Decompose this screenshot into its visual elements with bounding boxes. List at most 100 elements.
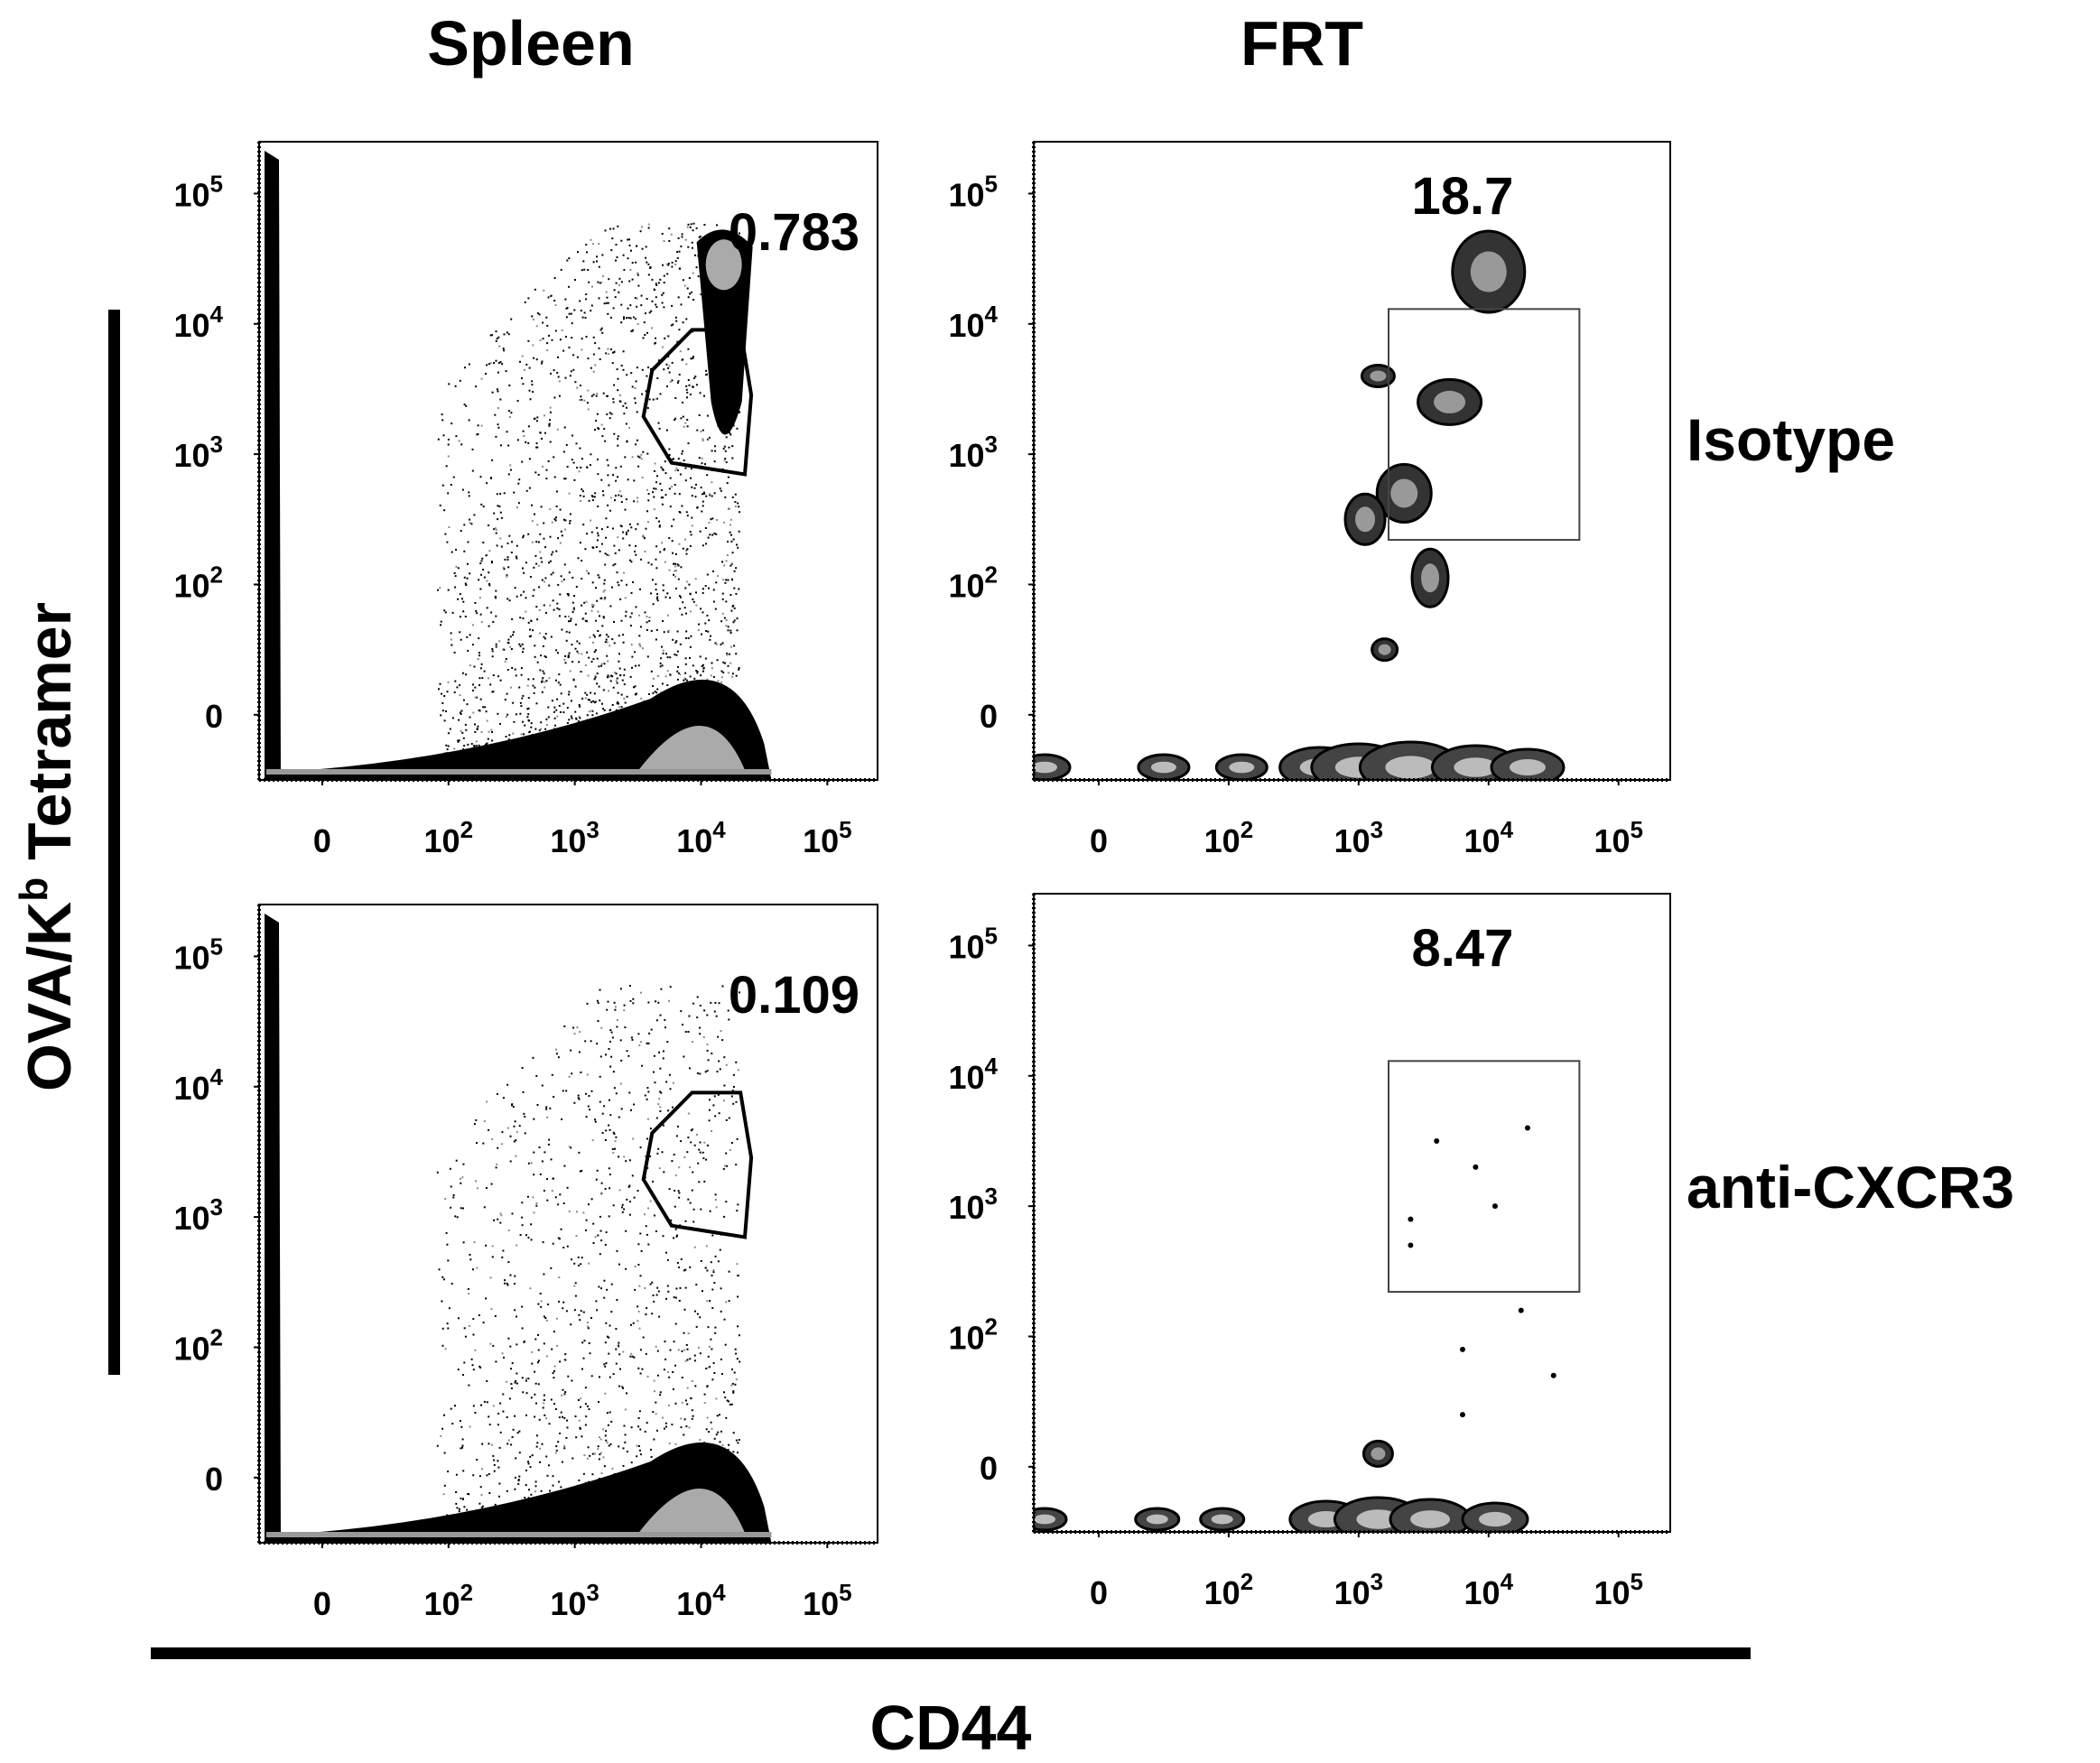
event-point [454, 575, 457, 578]
density-main-population [268, 679, 772, 780]
event-point [608, 484, 610, 487]
event-point [674, 641, 677, 644]
event-point [688, 583, 691, 586]
event-point [656, 1350, 659, 1352]
event-point [623, 674, 626, 677]
event-point [564, 654, 567, 657]
event-point [580, 466, 582, 469]
event-point [520, 733, 523, 736]
event-point [490, 561, 493, 564]
event-point [681, 233, 683, 236]
event-point [566, 707, 569, 710]
event-point [727, 1009, 729, 1012]
event-point [609, 709, 611, 711]
event-point [684, 672, 687, 674]
event-point [553, 710, 555, 713]
event-point [584, 548, 587, 551]
event-point [626, 317, 627, 320]
event-point [450, 1185, 452, 1188]
event-point [562, 1202, 565, 1204]
event-point [739, 232, 740, 235]
event-point [689, 394, 692, 395]
event-point [590, 519, 592, 522]
event-point [692, 1128, 693, 1131]
event-point [500, 516, 503, 519]
event-point [588, 1408, 590, 1411]
event-point [578, 642, 581, 645]
event-point [664, 1358, 667, 1360]
event-point [469, 522, 471, 524]
event-point [692, 357, 694, 359]
event-point [733, 1086, 735, 1088]
event-point [481, 557, 484, 560]
event-point [677, 380, 680, 383]
event-point [560, 692, 562, 695]
event-point [523, 733, 525, 736]
event-point [706, 474, 709, 477]
event-point [525, 610, 527, 613]
event-point [694, 254, 696, 256]
event-point [676, 469, 679, 471]
event-point [626, 440, 628, 442]
event-point [664, 1427, 665, 1430]
event-point [609, 412, 611, 414]
event-point [497, 712, 499, 715]
event-point [653, 508, 655, 511]
event-point [634, 651, 637, 654]
event-point [696, 429, 699, 431]
event-point [571, 1258, 572, 1261]
event-point [659, 1394, 662, 1396]
event-point [622, 1464, 625, 1467]
event-point [606, 413, 609, 415]
event-point [646, 655, 649, 658]
event-point [667, 264, 670, 266]
event-point [609, 1114, 612, 1117]
event-point [590, 1317, 592, 1319]
event-point [713, 1010, 716, 1013]
event-point [555, 550, 558, 552]
event-point [612, 1373, 615, 1376]
event-point [646, 331, 648, 334]
tick-base: 0 [313, 822, 331, 859]
event-point [542, 1406, 544, 1409]
event-point [660, 988, 663, 990]
event-point [680, 1417, 683, 1420]
event-point [608, 1352, 610, 1355]
event-point [665, 363, 668, 366]
event-point [640, 304, 643, 307]
event-point [533, 1211, 535, 1214]
event-point [571, 1457, 574, 1460]
event-point [631, 1038, 634, 1041]
event-point [552, 1475, 554, 1478]
event-point [555, 709, 558, 711]
event-point [461, 1446, 463, 1449]
event-point [587, 674, 590, 677]
event-point [558, 1480, 561, 1483]
event-point [674, 1443, 677, 1445]
event-point [571, 611, 574, 614]
event-point [596, 999, 599, 1002]
event-point [735, 1439, 738, 1442]
event-point [668, 537, 671, 540]
event-point [645, 1225, 647, 1228]
event-point [437, 438, 440, 441]
event-point [581, 578, 583, 580]
event-point [482, 542, 485, 543]
event-point [684, 238, 687, 241]
event-point [646, 1137, 648, 1140]
event-point [604, 229, 607, 232]
event-point [702, 588, 704, 590]
event-point [675, 1235, 678, 1238]
event-point [600, 423, 603, 426]
event-point [672, 638, 674, 641]
event-point [709, 1300, 711, 1303]
event-point [628, 1159, 631, 1162]
event-point [472, 1474, 475, 1477]
event-point [533, 357, 535, 359]
event-point [499, 398, 502, 401]
event-point [453, 747, 456, 750]
event-point [708, 1119, 711, 1122]
event-point [669, 673, 672, 676]
y-tick-label: 104 [948, 301, 998, 344]
event-point [659, 1109, 662, 1112]
